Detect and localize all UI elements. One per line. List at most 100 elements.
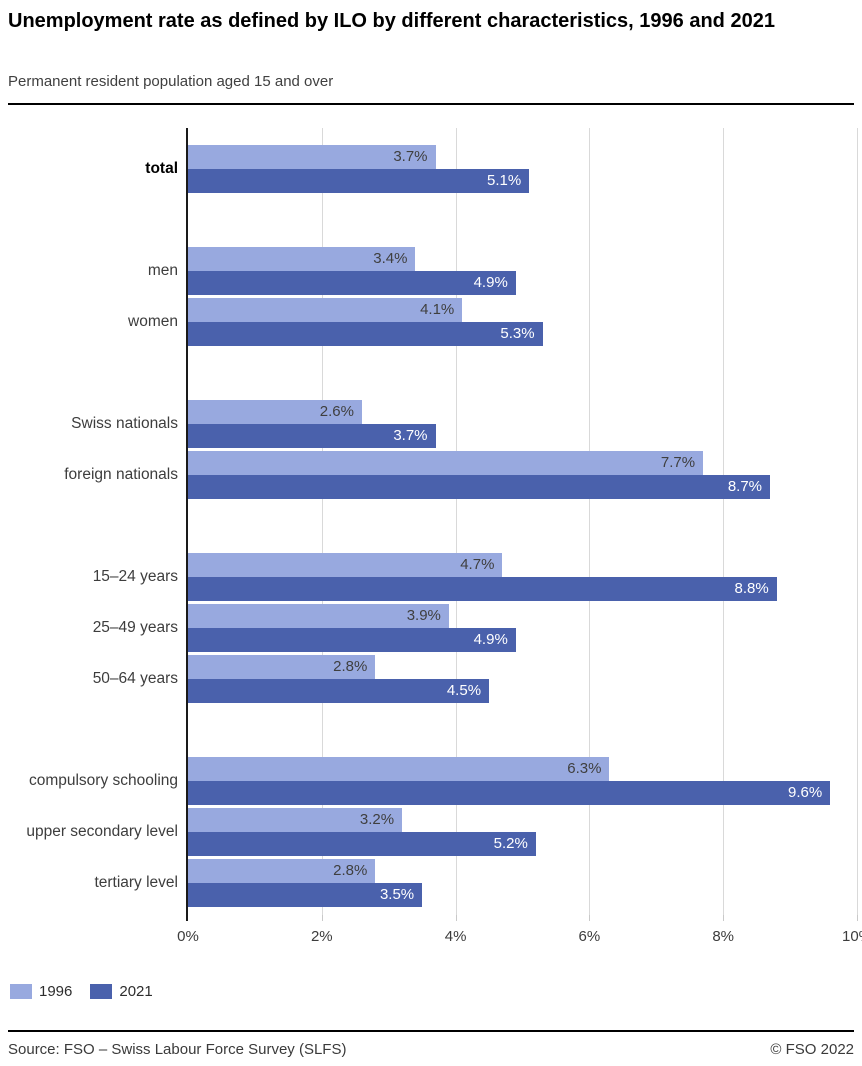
value-label: 5.2% [493,835,528,852]
bar-1996: 4.7% [188,553,503,577]
chart-title: Unemployment rate as defined by ILO by d… [8,10,775,32]
value-label: 4.9% [473,274,508,291]
axis-tick-label-8%: 8% [712,928,735,945]
bar-2021: 8.7% [188,475,771,499]
category-label: Swiss nationals [71,415,178,432]
axis-tick-label-4%: 4% [444,928,467,945]
value-label: 8.8% [734,580,769,597]
legend-swatch-1996 [10,984,32,999]
bar-2021: 5.3% [188,322,543,346]
category-label: 50–64 years [92,670,178,687]
axis-tick-label-6%: 6% [578,928,601,945]
category-label: women [128,313,178,330]
category-row: 15–24 years 4.7% 8.8% [93,553,857,601]
plot-area: 0% 2% 4% 6% 8% 10% total 3.7% 5.1% men 3.4% 4.9% wom… [26,128,862,945]
value-label: 2.8% [333,658,368,675]
category-row: 25–49 years 3.9% 4.9% [93,604,857,652]
bar-group: 15–24 years 4.7% 8.8% 25–49 years 3.9% 4.9% 50… [93,553,857,703]
bar-2021: 4.9% [188,628,516,652]
gridline-4% [455,128,457,915]
value-label: 7.7% [660,454,696,471]
source-text: Source: FSO – Swiss Labour Force Survey … [8,1041,347,1058]
value-label: 5.3% [500,325,535,342]
bar-2021: 5.1% [188,169,530,193]
value-label: 3.4% [373,250,408,267]
bar-1996: 2.8% [188,859,376,883]
axis-tick-label-10%: 10% [841,928,862,945]
value-label: 5.1% [486,172,522,189]
category-row: tertiary level 2.8% 3.5% [94,859,857,907]
axis-tick-label-2%: 2% [310,928,333,945]
value-label: 4.5% [446,682,482,699]
bar-1996: 3.7% [188,145,436,169]
bar-2021: 9.6% [188,781,831,805]
legend-label-1996: 1996 [39,983,73,1000]
bar-1996: 6.3% [188,757,610,781]
axis-tick-6% [589,915,591,921]
legend-item-2021: 2021 [90,983,153,1000]
value-label: 4.7% [460,556,495,573]
value-label: 3.2% [359,811,395,828]
chart-subtitle: Permanent resident population aged 15 an… [8,73,334,90]
axis-tick-10% [857,915,858,921]
bar-1996: 3.2% [188,808,403,832]
value-label: 6.3% [567,760,602,777]
category-row: compulsory schooling 6.3% 9.6% [29,757,857,805]
category-row: 50–64 years 2.8% 4.5% [93,655,857,703]
value-label: 3.5% [379,886,415,903]
bar-2021: 4.5% [188,679,490,703]
axis-tick-8% [723,915,725,921]
legend-swatch-2021 [90,984,113,999]
value-label: 3.7% [393,427,428,444]
category-label: 25–49 years [92,619,178,636]
value-label: 4.9% [473,631,508,648]
copyright-text: © FSO 2022 [770,1041,854,1058]
axis-tick-label-0%: 0% [177,928,199,945]
category-row: foreign nationals 7.7% 8.7% [64,451,857,499]
gridline-6% [589,128,591,915]
bar-2021: 3.7% [188,424,436,448]
bar-2021: 3.5% [188,883,423,907]
gridline-10% [857,128,858,915]
header-divider [8,103,854,105]
category-label: 15–24 years [92,568,178,585]
axis-tick-2% [321,915,323,921]
gridline-8% [723,128,725,915]
category-row: Swiss nationals 2.6% 3.7% [71,400,857,448]
bar-2021: 5.2% [188,832,536,856]
footer: Source: FSO – Swiss Labour Force Survey … [8,1041,854,1058]
value-label: 2.6% [319,403,354,420]
bar-1996: 7.7% [188,451,704,475]
category-row: men 3.4% 4.9% [148,247,857,295]
category-row: women 4.1% 5.3% [128,298,857,346]
axis-tick-4% [455,915,457,921]
category-label: men [147,262,178,279]
bar-1996: 3.9% [188,604,449,628]
bar-group: men 3.4% 4.9% women 4.1% 5.3% [128,247,857,346]
category-label: upper secondary level [26,823,178,840]
bar-group: compulsory schooling 6.3% 9.6% upper second… [26,757,857,907]
bar-1996: 2.6% [188,400,362,424]
value-label: 3.7% [393,148,428,165]
category-row: total 3.7% 5.1% [145,145,857,193]
bar-1996: 3.4% [188,247,416,271]
legend-item-1996: 1996 [10,983,72,1000]
category-label: total [145,160,178,177]
category-label: foreign nationals [64,466,178,483]
legend: 1996 2021 [10,983,171,1000]
bar-1996: 4.1% [188,298,463,322]
gridline-2% [321,128,323,915]
category-row: upper secondary level 3.2% 5.2% [26,808,857,856]
value-label: 8.7% [727,478,763,495]
footer-divider [8,1030,854,1032]
bar-group: total 3.7% 5.1% [145,145,857,193]
bar-2021: 8.8% [188,577,777,601]
legend-label-2021: 2021 [119,983,153,1000]
bar-group: Swiss nationals 2.6% 3.7% foreign nationals… [64,400,857,499]
value-label: 2.8% [333,862,368,879]
category-label: compulsory schooling [28,772,178,789]
bar-2021: 4.9% [188,271,516,295]
value-label: 3.9% [406,607,441,624]
value-label: 4.1% [420,301,455,318]
